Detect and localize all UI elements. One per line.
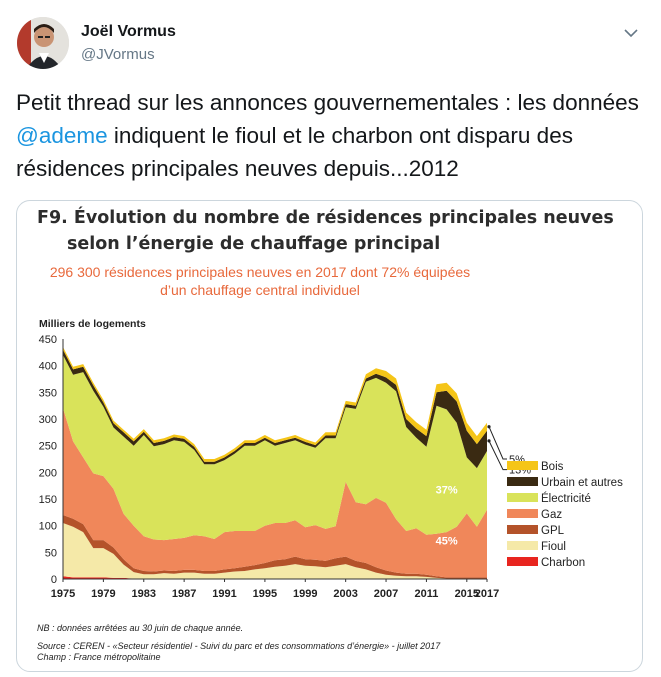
legend-swatch-fioul	[507, 541, 538, 550]
x-tick-label: 1975	[51, 588, 75, 600]
y-tick-label: 150	[39, 494, 57, 506]
x-tick-label: 2003	[333, 588, 357, 600]
tweet-text: Petit thread sur les annonces gouverneme…	[16, 86, 648, 185]
note-source: Source : CEREN - «Secteur résidentiel - …	[37, 641, 441, 651]
note-nb: NB : données arrêtées au 30 juin de chaq…	[37, 623, 243, 633]
x-tick-label: 1999	[293, 588, 317, 600]
legend-label-bois: Bois	[541, 461, 564, 473]
y-tick-label: 0	[51, 574, 57, 586]
annotation-urbain-dot	[487, 439, 491, 443]
tweet-text-part: Petit thread sur les annonces gouverneme…	[16, 90, 639, 115]
legend-swatch-bois	[507, 461, 538, 470]
x-tick-label: 1995	[253, 588, 277, 600]
area-bois	[63, 347, 487, 462]
x-tick-label: 1987	[172, 588, 196, 600]
chart-title-line1: F9. Évolution du nombre de résidences pr…	[37, 206, 614, 228]
annotation-urbain-leader	[488, 440, 507, 471]
y-tick-label: 100	[39, 521, 57, 533]
legend-swatch-charbon	[507, 557, 538, 566]
y-tick-label: 300	[39, 414, 57, 426]
legend-label-urbain-et-autres: Urbain et autres	[541, 477, 623, 489]
chart-areas	[63, 347, 487, 579]
chart-legend: Bois Urbain et autres Électricité Gaz GPL Fio…	[507, 461, 623, 569]
y-tick-label: 350	[39, 387, 57, 399]
legend-swatch-gaz	[507, 509, 538, 518]
x-tick-label: 2015	[455, 588, 479, 600]
legend-swatch-urbain-et-autres	[507, 477, 538, 486]
y-tick-label: 200	[39, 467, 57, 479]
x-tick-label: 2007	[374, 588, 398, 600]
tweet-text-part: indiquent le fioul et le charbon ont dis…	[16, 123, 573, 181]
chart-title-line2: selon l’énergie de chauffage principal	[67, 234, 440, 254]
mention-link[interactable]: @ademe	[16, 123, 108, 148]
area-gaz	[63, 408, 487, 578]
x-tick-label: 1991	[212, 588, 236, 600]
annotation-bois-dot	[487, 425, 491, 429]
media-image[interactable]: F9. Évolution du nombre de résidences pr…	[16, 200, 643, 672]
y-tick-label: 400	[39, 361, 57, 373]
y-axis-label: Milliers de logements	[39, 318, 146, 330]
area-chart: F9. Évolution du nombre de résidences pr…	[37, 206, 623, 662]
author-name[interactable]: Joël Vormus	[81, 23, 176, 40]
annotation-gaz: 45%	[436, 535, 458, 547]
chevron-down-icon[interactable]	[622, 24, 640, 42]
x-tick-label: 2017	[475, 588, 499, 600]
area-gpl	[63, 515, 487, 579]
legend-label-charbon: Charbon	[541, 557, 585, 569]
avatar[interactable]	[17, 17, 69, 69]
y-tick-label: 250	[39, 441, 57, 453]
area-electricite	[63, 355, 487, 541]
legend-swatch-gpl	[507, 525, 538, 534]
annotation-electricite: 37%	[436, 485, 458, 497]
y-tick-label: 450	[39, 334, 57, 346]
x-tick-label: 1979	[91, 588, 115, 600]
note-champ: Champ : France métropolitaine	[37, 652, 161, 662]
legend-label-electricite: Électricité	[541, 492, 591, 505]
legend-label-gpl: GPL	[541, 525, 565, 537]
x-tick-label: 2011	[414, 588, 438, 600]
annotation-bois-leader	[488, 426, 507, 460]
legend-swatch-electricite	[507, 493, 538, 502]
area-fioul	[63, 523, 487, 579]
x-tick-label: 1983	[132, 588, 156, 600]
chart-subtitle-line2: d’un chauffage central individuel	[160, 282, 360, 298]
area-urbain-et-autres	[63, 349, 487, 469]
chart-axes: 0 50 100 150 200 250 300 350 400 450 1975 1979 1983 1…	[39, 334, 500, 600]
y-tick-label: 50	[45, 547, 57, 559]
author-handle[interactable]: @JVormus	[81, 46, 155, 63]
legend-label-gaz: Gaz	[541, 509, 562, 521]
chart-subtitle-line1: 296 300 résidences principales neuves en…	[50, 264, 470, 280]
legend-label-fioul: Fioul	[541, 541, 566, 553]
